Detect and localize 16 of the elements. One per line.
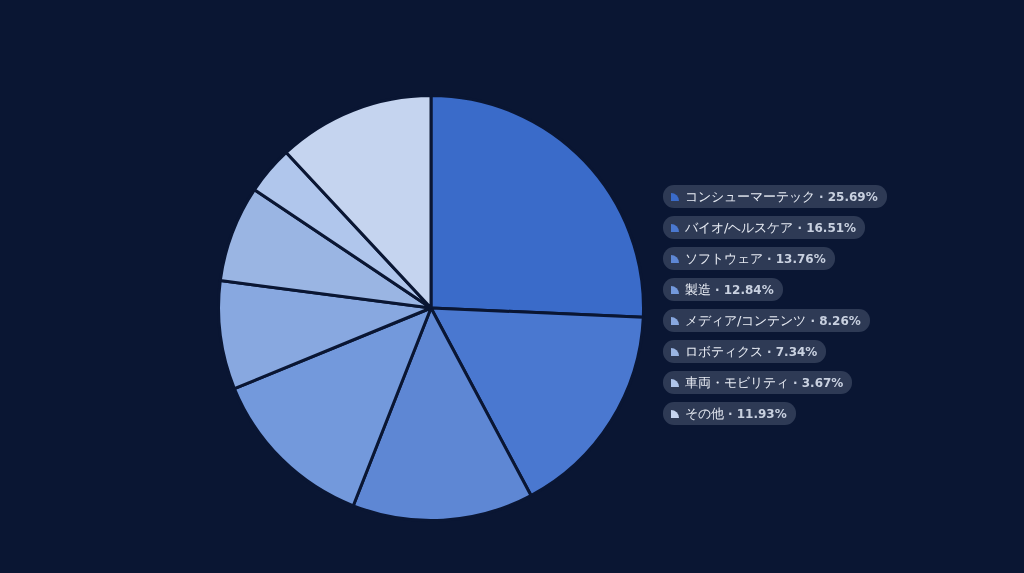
data-label: · 13.76% (767, 251, 826, 266)
data-label: · 12.84% (715, 282, 774, 297)
data-label: · 3.67% (793, 375, 844, 390)
data-label: · 7.34% (767, 344, 818, 359)
data-label: · 25.69% (819, 189, 878, 204)
legend-label: 製造 (685, 280, 711, 299)
legend-label: ロボティクス (685, 342, 763, 361)
data-label: · 11.93% (728, 406, 787, 421)
data-label: · 16.51% (797, 220, 857, 235)
legend-label: バイオ/ヘルスケア (685, 218, 794, 237)
legend-label: ソフトウェア (685, 249, 763, 268)
legend-label: メディア/コンテンツ (685, 311, 807, 330)
legend-label: 車両・モビリティ (685, 373, 789, 392)
legend-label: コンシューマーテック (685, 187, 815, 206)
legend-label: その他 (685, 404, 724, 423)
data-label: · 8.26% (810, 313, 861, 328)
